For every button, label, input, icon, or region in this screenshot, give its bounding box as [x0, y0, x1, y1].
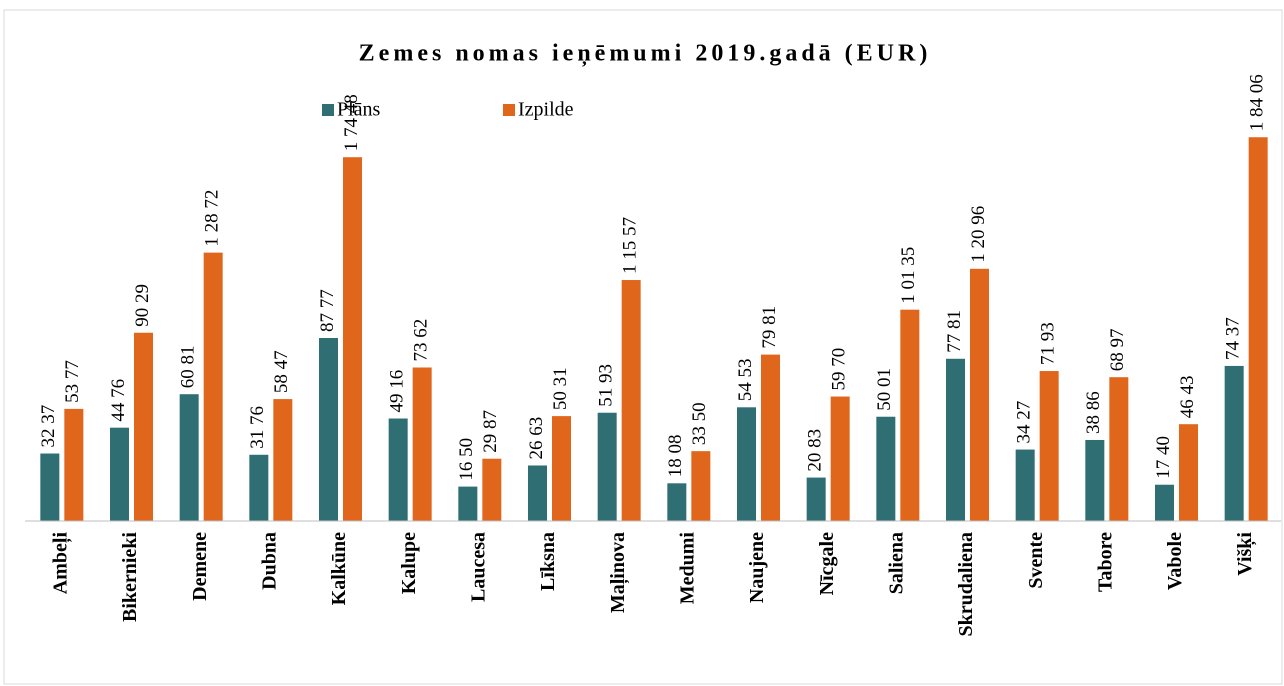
bar: [552, 416, 571, 521]
x-tick-label: Demene: [189, 532, 211, 601]
bar: [458, 486, 478, 521]
value-label: 38 86: [1083, 391, 1104, 434]
x-tick-label: Tabore: [1094, 532, 1116, 592]
bar: [1039, 371, 1059, 521]
x-tick-label: Naujene: [746, 532, 768, 603]
x-tick-label: Višķi: [1234, 532, 1257, 576]
bar: [876, 416, 896, 521]
bar: [806, 477, 826, 521]
x-tick-label: Nīcgale: [816, 532, 838, 595]
value-label: 60 81: [178, 345, 199, 388]
bar: [1224, 365, 1244, 521]
value-label: 74 37: [1223, 317, 1244, 360]
x-tick-label: Kalupe: [398, 532, 420, 594]
value-label: 26 63: [526, 417, 547, 460]
x-tick-label: Līksna: [537, 532, 559, 591]
value-label: 1 74 48: [341, 94, 362, 151]
x-tick-label: Medumi: [676, 532, 698, 605]
legend-swatch: [503, 104, 515, 116]
bar: [482, 458, 502, 521]
value-label: 58 47: [271, 350, 292, 393]
value-label: 50 31: [550, 367, 571, 410]
value-label: 73 62: [411, 319, 432, 362]
x-tick-label: Bikernieki: [119, 532, 141, 622]
bar: [830, 396, 850, 521]
value-label: 29 87: [480, 410, 501, 453]
x-tick-label: Dubna: [258, 532, 280, 590]
x-tick-label: Maļinova: [607, 532, 630, 613]
bar: [134, 332, 153, 521]
bar: [1248, 137, 1268, 521]
value-label: 50 01: [874, 368, 895, 411]
bar: [528, 465, 547, 521]
value-label: 59 70: [829, 348, 850, 391]
bar: [64, 408, 84, 521]
value-label: 16 50: [456, 438, 477, 481]
bar: [761, 354, 780, 521]
x-tick-label: Vabole: [1164, 532, 1186, 590]
bar: [597, 412, 617, 521]
value-label: 1 15 57: [620, 217, 641, 274]
value-label: 46 43: [1177, 375, 1198, 418]
bar: [1015, 449, 1035, 521]
bar: [343, 157, 362, 521]
bar: [946, 358, 965, 521]
x-tick-label: Skrudaliena: [955, 532, 977, 636]
chart-title: Zemes nomas ieņēmumi 2019.gadā (EUR): [359, 41, 932, 68]
bar: [691, 451, 711, 521]
x-tick-label: Laucesa: [467, 532, 489, 602]
bar: [621, 280, 641, 521]
bar: [110, 427, 129, 521]
x-tick-label: Svente: [1025, 532, 1047, 589]
value-label: 34 27: [1014, 401, 1035, 444]
x-tick-label: Ambeļi: [49, 532, 72, 595]
value-label: 90 29: [132, 284, 153, 327]
bar: [1179, 424, 1198, 521]
x-tick-label: Kalkūne: [328, 532, 350, 605]
bar: [970, 268, 989, 521]
value-label: 17 40: [1153, 436, 1174, 479]
value-label: 32 37: [38, 405, 59, 448]
bar: [412, 367, 432, 521]
value-label: 79 81: [759, 306, 780, 349]
value-label: 1 20 96: [968, 206, 989, 263]
bar: [737, 407, 756, 521]
bar: [179, 394, 199, 521]
bar: [319, 337, 338, 521]
bar: [1109, 377, 1129, 521]
value-label: 49 16: [387, 370, 408, 413]
bar: [388, 418, 408, 521]
legend-label: Plāns: [337, 99, 381, 121]
value-label: 87 77: [317, 289, 338, 332]
value-label: 77 81: [944, 310, 965, 353]
bar: [667, 483, 687, 521]
value-label: 51 93: [596, 364, 617, 407]
value-label: 20 83: [805, 429, 826, 472]
legend-label: Izpilde: [518, 99, 574, 121]
bar: [249, 454, 269, 521]
value-label: 68 97: [1107, 328, 1128, 371]
value-label: 33 50: [689, 402, 710, 445]
bar: [203, 252, 223, 521]
value-label: 1 28 72: [202, 190, 223, 247]
value-label: 54 53: [735, 359, 756, 402]
value-label: 53 77: [62, 360, 83, 403]
legend-swatch: [322, 104, 334, 116]
x-tick-label: Saliena: [885, 532, 907, 594]
value-label: 44 76: [108, 379, 129, 422]
bar: [1085, 439, 1105, 521]
value-label: 31 76: [247, 406, 268, 449]
bar: [900, 309, 920, 521]
value-label: 71 93: [1038, 322, 1059, 365]
bar: [273, 399, 293, 521]
bar: [40, 453, 60, 521]
bar: [1155, 484, 1174, 521]
value-label: 1 84 06: [1247, 74, 1268, 131]
value-label: 18 08: [665, 435, 686, 478]
value-label: 1 01 35: [898, 247, 919, 304]
